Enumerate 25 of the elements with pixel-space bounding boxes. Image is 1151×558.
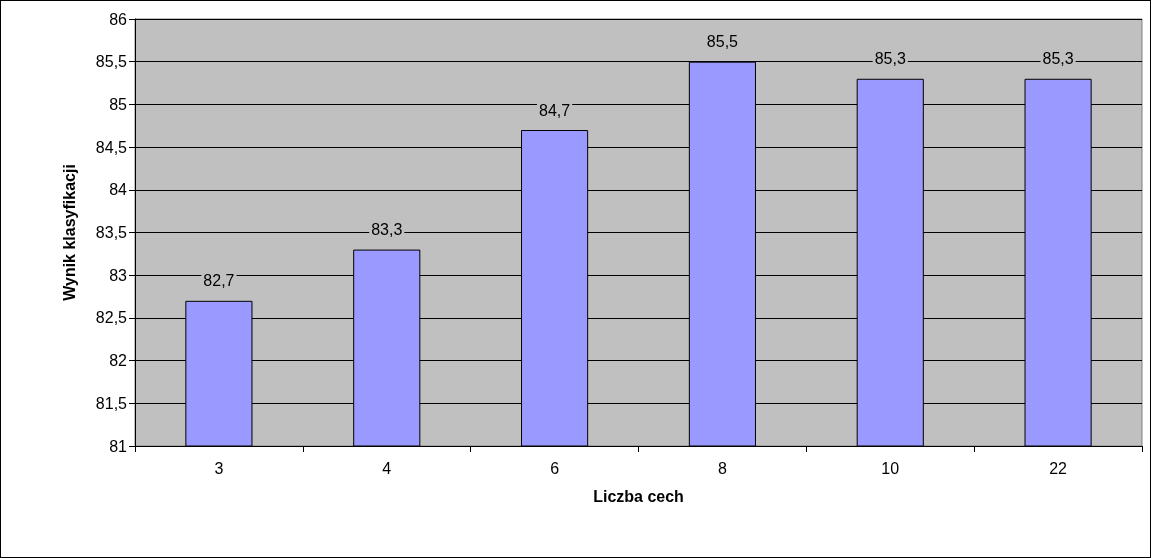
data-label: 85,5: [706, 33, 739, 51]
data-label: 83,3: [371, 221, 403, 239]
y-tick-label: 81,5: [95, 394, 128, 412]
y-tick-label: 82,5: [95, 309, 128, 327]
y-tick-label: 83,5: [95, 224, 128, 241]
y-tick-label: 82: [109, 352, 128, 370]
x-tick-label: 4: [382, 459, 392, 477]
x-tick-label: 22: [1049, 459, 1068, 477]
x-tick-label: 8: [717, 459, 727, 477]
data-label: 84,7: [539, 101, 571, 119]
data-label: 85,3: [1042, 50, 1074, 68]
y-tick-label: 81: [109, 437, 128, 455]
y-tick-label: 86: [109, 10, 128, 28]
data-label: 85,3: [874, 50, 906, 68]
x-axis-title: Liczba cech: [593, 487, 684, 505]
x-tick-label: 3: [214, 459, 224, 477]
y-tick-label: 85: [109, 95, 128, 113]
y-axis-title: Wynik klasyfikacji: [60, 164, 78, 301]
y-tick-label: 84: [109, 181, 128, 199]
y-tick-label: 84,5: [95, 138, 128, 156]
x-tick-label: 10: [881, 459, 900, 477]
x-tick-label: 6: [550, 459, 560, 477]
y-tick-label: 83: [109, 266, 128, 284]
y-tick-label: 85,5: [95, 53, 128, 71]
data-label: 82,7: [203, 272, 235, 290]
